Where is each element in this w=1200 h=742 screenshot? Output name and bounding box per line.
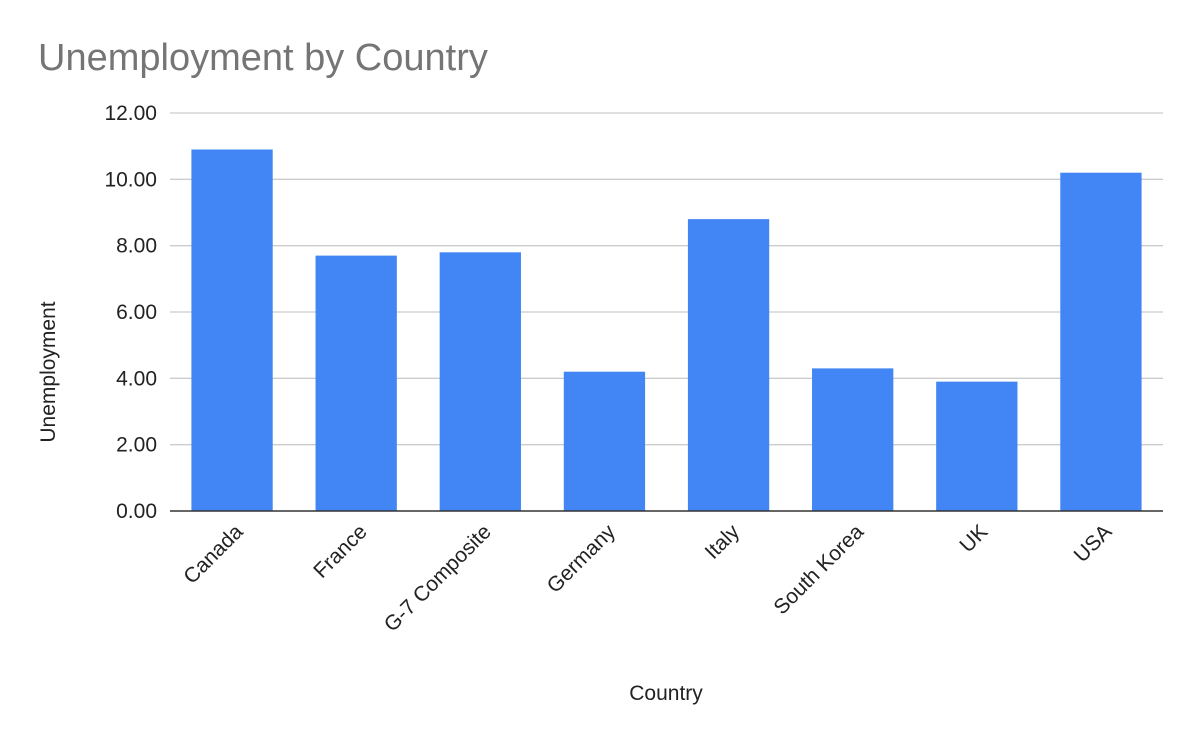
bar-uk (936, 381, 1018, 511)
bar-germany (563, 371, 646, 511)
bar-canada (191, 149, 273, 511)
x-tick-label: South Korea (769, 520, 868, 619)
x-axis-ticks: Canada France G-7 Composite Germany Italy Sou… (179, 520, 1116, 636)
chart-title: Unemployment by Country (38, 37, 488, 79)
y-tick-label: 4.00 (116, 367, 157, 390)
bar-g-7-composite (439, 252, 521, 512)
x-tick-label: France (309, 520, 371, 582)
y-tick-label: 10.00 (104, 168, 157, 191)
y-tick-label: 6.00 (116, 301, 157, 324)
bar-france (315, 255, 397, 511)
y-axis-title: Unemployment (37, 301, 60, 442)
x-tick-label: UK (955, 520, 992, 557)
x-tick-label: Italy (701, 520, 745, 564)
x-tick-label: G-7 Composite (380, 520, 496, 636)
bar-italy (687, 219, 770, 511)
bars (191, 149, 1142, 512)
x-tick-label: USA (1070, 520, 1117, 567)
y-tick-label: 2.00 (116, 434, 157, 457)
x-tick-label: Germany (543, 520, 621, 598)
y-tick-label: 8.00 (116, 235, 157, 258)
y-tick-label: 12.00 (104, 102, 157, 125)
x-axis-title: Country (629, 682, 703, 705)
y-axis-ticks: 0.00 2.00 4.00 6.00 8.00 10.00 12.00 (104, 102, 157, 523)
bar-south-korea (812, 368, 894, 511)
x-tick-label: Canada (179, 520, 248, 589)
y-tick-label: 0.00 (116, 500, 157, 523)
bar-usa (1060, 172, 1142, 511)
